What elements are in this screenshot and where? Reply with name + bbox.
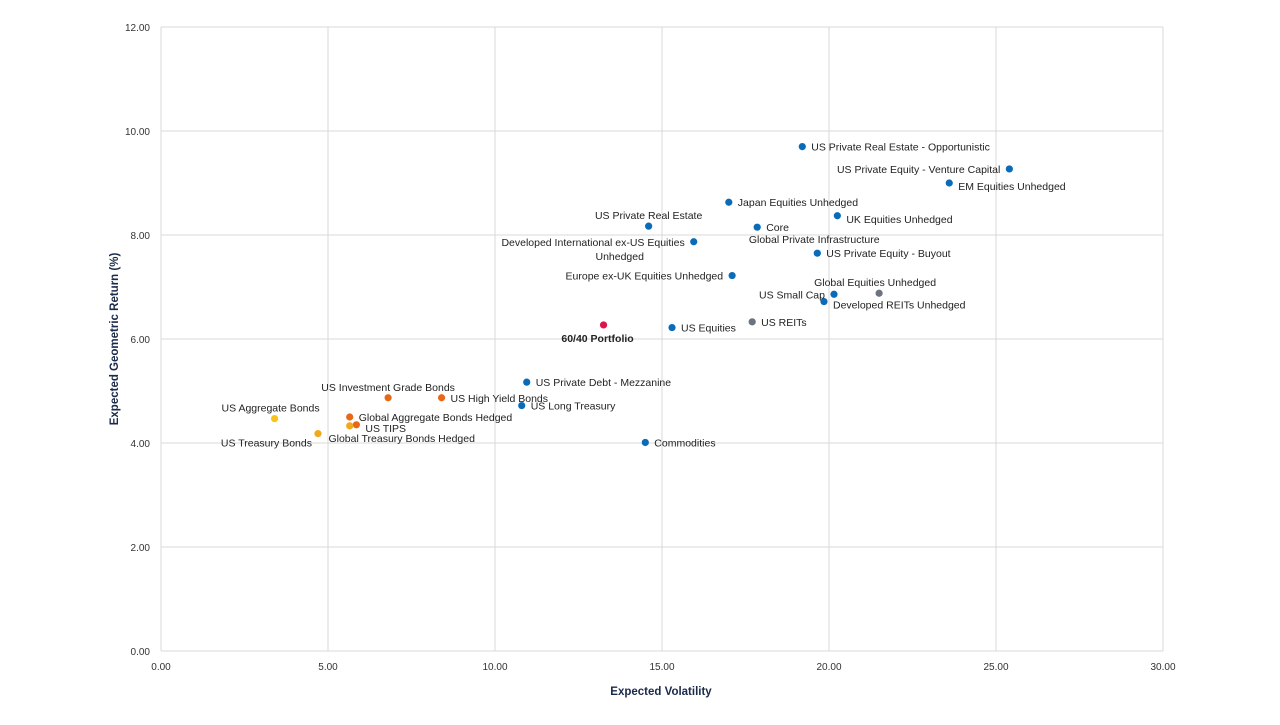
data-point xyxy=(833,212,841,220)
data-point xyxy=(753,223,761,231)
x-tick-label: 20.00 xyxy=(816,662,841,673)
data-label: US Private Debt - Mezzanine xyxy=(536,377,672,389)
data-label: US REITs xyxy=(761,317,807,329)
point-layer xyxy=(270,143,1013,447)
data-label: EM Equities Unhedged xyxy=(958,181,1066,193)
data-label: US Aggregate Bonds xyxy=(222,403,320,415)
data-point xyxy=(346,422,354,430)
tick-layer: 0.00 5.00 10.00 15.00 20.00 25.00 30.00 0.00 2.0… xyxy=(125,23,1176,673)
data-label: Global Treasury Bonds Hedged xyxy=(328,433,475,445)
data-point xyxy=(728,271,736,280)
data-point xyxy=(875,289,883,297)
data-label: US Small Cap xyxy=(759,289,825,301)
x-tick-label: 10.00 xyxy=(482,662,507,673)
data-point xyxy=(384,394,392,402)
data-label: Europe ex-UK Equities Unhedged xyxy=(566,271,724,283)
x-axis-title: Expected Volatility xyxy=(610,686,712,698)
data-point xyxy=(668,323,676,332)
y-tick-label: 8.00 xyxy=(131,231,151,242)
data-label: US Long Treasury xyxy=(531,401,616,413)
data-point xyxy=(830,290,838,298)
data-point xyxy=(645,222,653,230)
data-point xyxy=(437,394,446,402)
label-layer: US Private Real Estate - Opportunistic US… xyxy=(221,142,1066,450)
y-tick-label: 6.00 xyxy=(131,335,151,346)
data-label: Japan Equities Unhedged xyxy=(738,197,858,209)
data-label: 60/40 Portfolio xyxy=(561,333,633,345)
data-point xyxy=(690,238,698,246)
data-label: US Equities xyxy=(681,323,736,335)
data-label: Unhedged xyxy=(595,251,644,263)
data-label: US Treasury Bonds xyxy=(221,438,312,450)
y-tick-label: 4.00 xyxy=(131,439,151,450)
x-tick-label: 30.00 xyxy=(1150,662,1175,673)
y-tick-label: 2.00 xyxy=(131,543,151,554)
data-point xyxy=(518,401,526,410)
data-label: US Investment Grade Bonds xyxy=(321,382,455,394)
data-point xyxy=(352,421,360,429)
data-point xyxy=(820,297,828,306)
data-label: Global Private Infrastructure xyxy=(749,234,880,246)
data-point xyxy=(1005,165,1013,173)
y-axis-title: Expected Geometric Return (%) xyxy=(109,253,121,426)
data-point xyxy=(314,430,322,438)
data-point xyxy=(599,321,608,329)
data-label: Core xyxy=(766,222,789,234)
data-label: US Private Equity - Buyout xyxy=(826,248,950,260)
data-label: US Private Real Estate - Opportunistic xyxy=(811,142,990,154)
data-point xyxy=(798,143,806,151)
data-label: US Private Real Estate xyxy=(595,210,703,222)
data-label: US Private Equity - Venture Capital xyxy=(837,164,1000,176)
data-point xyxy=(725,198,733,206)
data-point xyxy=(748,318,756,326)
y-tick-label: 0.00 xyxy=(131,647,151,658)
data-label: Global Equities Unhedged xyxy=(814,277,936,289)
grid-layer xyxy=(160,26,1164,652)
y-tick-label: 10.00 xyxy=(125,127,150,138)
x-tick-label: 15.00 xyxy=(649,662,674,673)
data-label: US High Yield Bonds xyxy=(451,393,548,405)
data-point xyxy=(346,413,354,421)
data-point xyxy=(945,179,953,187)
data-label: Commodities xyxy=(654,437,715,449)
x-tick-label: 0.00 xyxy=(151,662,171,673)
y-tick-label: 12.00 xyxy=(125,23,150,34)
data-point xyxy=(270,414,279,423)
x-tick-label: 25.00 xyxy=(983,662,1008,673)
data-label: US TIPS xyxy=(365,423,406,435)
data-label: UK Equities Unhedged xyxy=(846,214,952,226)
data-point xyxy=(523,378,531,386)
data-point xyxy=(813,249,821,257)
x-tick-label: 5.00 xyxy=(318,662,338,673)
data-label: Developed International ex-US Equities xyxy=(501,237,684,249)
data-label: Global Aggregate Bonds Hedged xyxy=(359,412,513,424)
data-point xyxy=(641,438,649,447)
data-label: Developed REITs Unhedged xyxy=(833,300,966,312)
